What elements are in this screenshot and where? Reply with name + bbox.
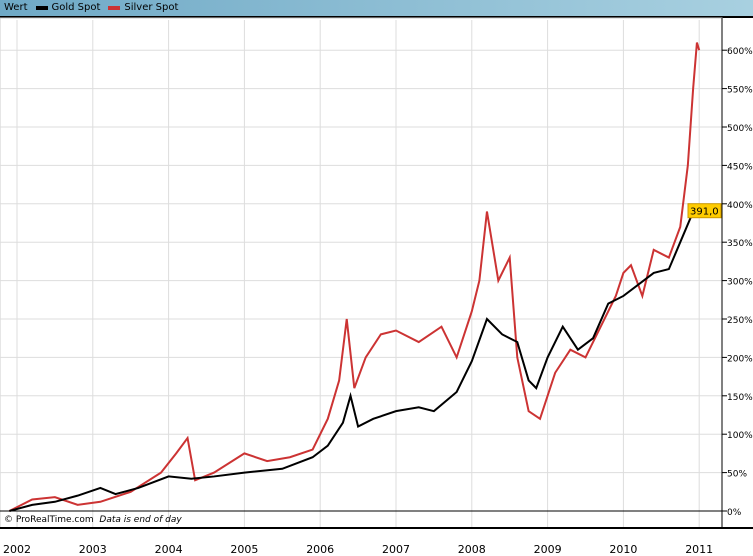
x-tick-label: 2010 — [609, 543, 637, 556]
plot-area — [0, 17, 723, 529]
x-tick-label: 2004 — [155, 543, 183, 556]
y-tick-label: 50% — [727, 470, 747, 480]
legend-label: Wert — [4, 2, 28, 13]
y-tick-label: 600% — [727, 47, 753, 57]
y-tick-label: 100% — [727, 431, 753, 441]
y-tick-label: 300% — [727, 278, 753, 288]
footer: © ProRealTime.com Data is end of day — [4, 515, 182, 526]
series-line-silver-spot — [8, 42, 701, 512]
y-tick-label: 0% — [727, 508, 742, 518]
series-line-gold-spot — [9, 209, 700, 512]
gold-swatch — [35, 6, 48, 10]
x-tick-label: 2011 — [685, 543, 713, 556]
data-note: Data is end of day — [99, 515, 182, 525]
silver-swatch — [108, 6, 121, 10]
legend-bar: Wert Gold Spot Silver Spot — [0, 0, 753, 18]
last-value-badge — [687, 203, 722, 219]
y-tick-label: 500% — [727, 124, 753, 134]
x-tick-label: 2007 — [382, 543, 410, 556]
x-tick-label: 2003 — [79, 543, 107, 556]
legend-gold: Gold Spot — [51, 2, 101, 13]
x-tick-label: 2008 — [458, 543, 486, 556]
y-tick-label: 350% — [727, 239, 753, 249]
x-tick-label: 2006 — [306, 543, 334, 556]
y-tick-label: 200% — [727, 354, 753, 364]
y-tick-label: 150% — [727, 393, 753, 403]
copyright: © ProRealTime.com — [4, 515, 94, 525]
y-tick-label: 450% — [727, 162, 753, 172]
legend-silver: Silver Spot — [124, 2, 179, 13]
last-value-label: 391,0 — [690, 207, 719, 218]
y-tick-label: 550% — [727, 86, 753, 96]
y-tick-label: 250% — [727, 316, 753, 326]
x-tick-label: 2005 — [230, 543, 258, 556]
y-tick-label: 400% — [727, 201, 753, 211]
x-tick-label: 2009 — [534, 543, 562, 556]
x-tick-label: 2002 — [3, 543, 31, 556]
